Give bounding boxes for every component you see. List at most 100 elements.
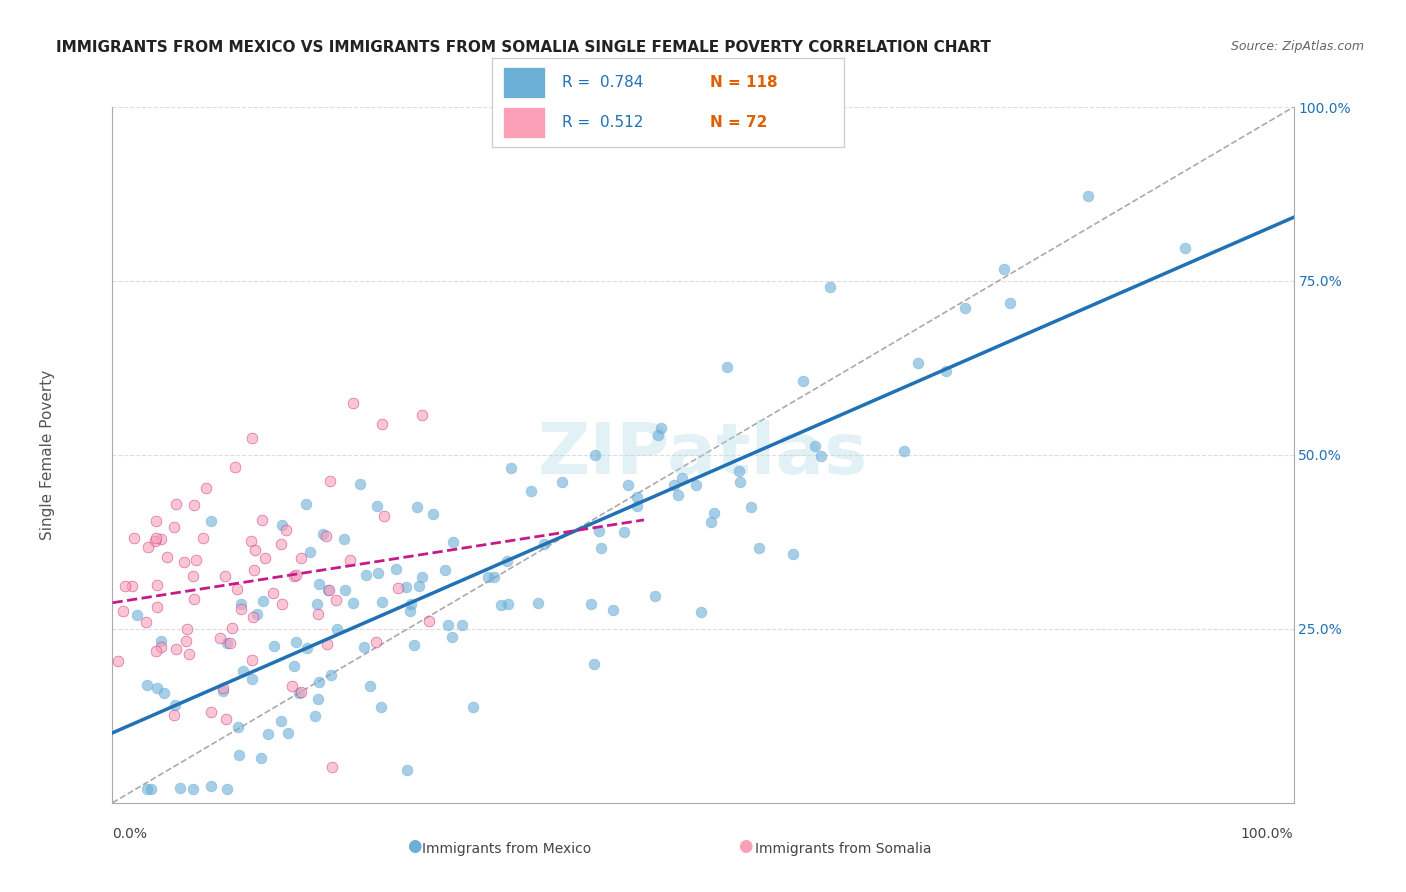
Point [993, 261, 1015, 276]
Point [406, 500, 429, 515]
Point [295, 497, 318, 511]
Point [226, 582, 249, 596]
Point [1000, 296, 1022, 310]
Point [270, 598, 292, 612]
Point [153, 686, 176, 700]
Point [583, 657, 606, 672]
Point [519, 483, 541, 498]
Point [262, 586, 284, 600]
Point [257, 727, 280, 741]
Point [326, 622, 349, 636]
Text: ●: ● [408, 837, 422, 855]
Point [177, 647, 200, 661]
Point [212, 684, 235, 698]
Point [315, 529, 337, 543]
Point [183, 499, 205, 513]
Point [690, 605, 713, 619]
Point [229, 601, 252, 615]
Point [399, 597, 422, 611]
Point [240, 431, 263, 445]
Point [591, 541, 613, 555]
Point [163, 520, 186, 534]
Point [183, 591, 205, 606]
Point [243, 563, 266, 577]
Point [194, 481, 217, 495]
Point [253, 551, 276, 566]
Point [250, 750, 273, 764]
Text: 100.0%: 100.0% [1241, 828, 1294, 841]
Point [588, 524, 610, 539]
Text: R =  0.512: R = 0.512 [562, 115, 644, 129]
Point [1174, 241, 1197, 255]
Point [792, 375, 814, 389]
Point [359, 679, 381, 693]
Point [342, 395, 364, 409]
Point [644, 589, 666, 603]
Point [150, 532, 173, 546]
Point [441, 534, 464, 549]
Point [243, 543, 266, 558]
Point [408, 578, 430, 592]
Point [174, 634, 197, 648]
Point [703, 506, 725, 520]
Point [290, 685, 312, 699]
Point [146, 681, 169, 695]
Point [270, 714, 292, 728]
Point [112, 604, 135, 618]
Point [107, 654, 129, 668]
Point [121, 578, 143, 592]
Point [387, 581, 409, 595]
Point [221, 621, 243, 635]
Point [139, 781, 162, 796]
Point [496, 597, 519, 611]
Point [215, 781, 238, 796]
Point [666, 488, 689, 502]
Point [370, 417, 392, 431]
Point [818, 280, 841, 294]
Point [583, 448, 606, 462]
Point [422, 508, 444, 522]
Point [312, 527, 335, 541]
Point [165, 497, 187, 511]
Point [200, 514, 222, 528]
Point [284, 635, 307, 649]
Point [342, 596, 364, 610]
Point [533, 537, 555, 551]
Point [232, 664, 254, 678]
Point [482, 570, 505, 584]
Point [501, 461, 523, 475]
Point [250, 513, 273, 527]
Point [283, 569, 305, 583]
Point [242, 610, 264, 624]
Point [136, 678, 159, 692]
Point [496, 553, 519, 567]
Point [145, 644, 167, 658]
Point [366, 499, 388, 513]
Point [143, 533, 166, 548]
FancyBboxPatch shape [503, 107, 544, 138]
Point [685, 478, 707, 492]
Point [283, 658, 305, 673]
Point [748, 541, 770, 556]
Point [156, 550, 179, 565]
Point [307, 607, 329, 621]
Point [208, 631, 231, 645]
Text: Source: ZipAtlas.com: Source: ZipAtlas.com [1230, 40, 1364, 54]
Point [149, 634, 172, 648]
Point [491, 599, 513, 613]
Point [211, 681, 233, 695]
Point [626, 499, 648, 513]
Point [579, 597, 602, 611]
Point [138, 540, 160, 554]
Point [728, 464, 751, 478]
Text: 0.0%: 0.0% [112, 828, 148, 841]
Point [297, 640, 319, 655]
Point [395, 581, 418, 595]
Point [277, 725, 299, 739]
Point [551, 475, 574, 489]
Point [240, 533, 263, 548]
Point [339, 553, 361, 567]
Point [321, 760, 343, 774]
Point [411, 570, 433, 584]
Point [373, 508, 395, 523]
